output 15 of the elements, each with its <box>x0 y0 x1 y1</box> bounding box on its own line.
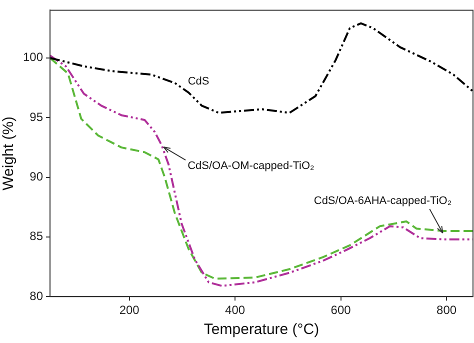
annotation: CdS/OA-OM-capped-TiO₂ <box>188 160 314 172</box>
y-tick-label: 80 <box>30 288 44 303</box>
annotation: CdS <box>188 76 210 88</box>
y-tick-label: 95 <box>30 110 44 124</box>
y-tick-label: 100 <box>22 50 44 64</box>
y-tick-label: 85 <box>30 229 44 244</box>
line-series <box>50 22 473 114</box>
y-axis-title: Weight (%) <box>0 116 18 190</box>
x-tick-label: 800 <box>436 303 457 318</box>
annotation: CdS/OA-6AHA-capped-TiO₂ <box>314 195 452 207</box>
y-tick-label: 90 <box>30 170 44 184</box>
x-tick-label: 200 <box>119 303 140 318</box>
x-tick-label: 600 <box>330 303 352 318</box>
x-axis-title: Temperature (°C) <box>204 321 320 338</box>
x-tick-label: 400 <box>225 303 246 318</box>
